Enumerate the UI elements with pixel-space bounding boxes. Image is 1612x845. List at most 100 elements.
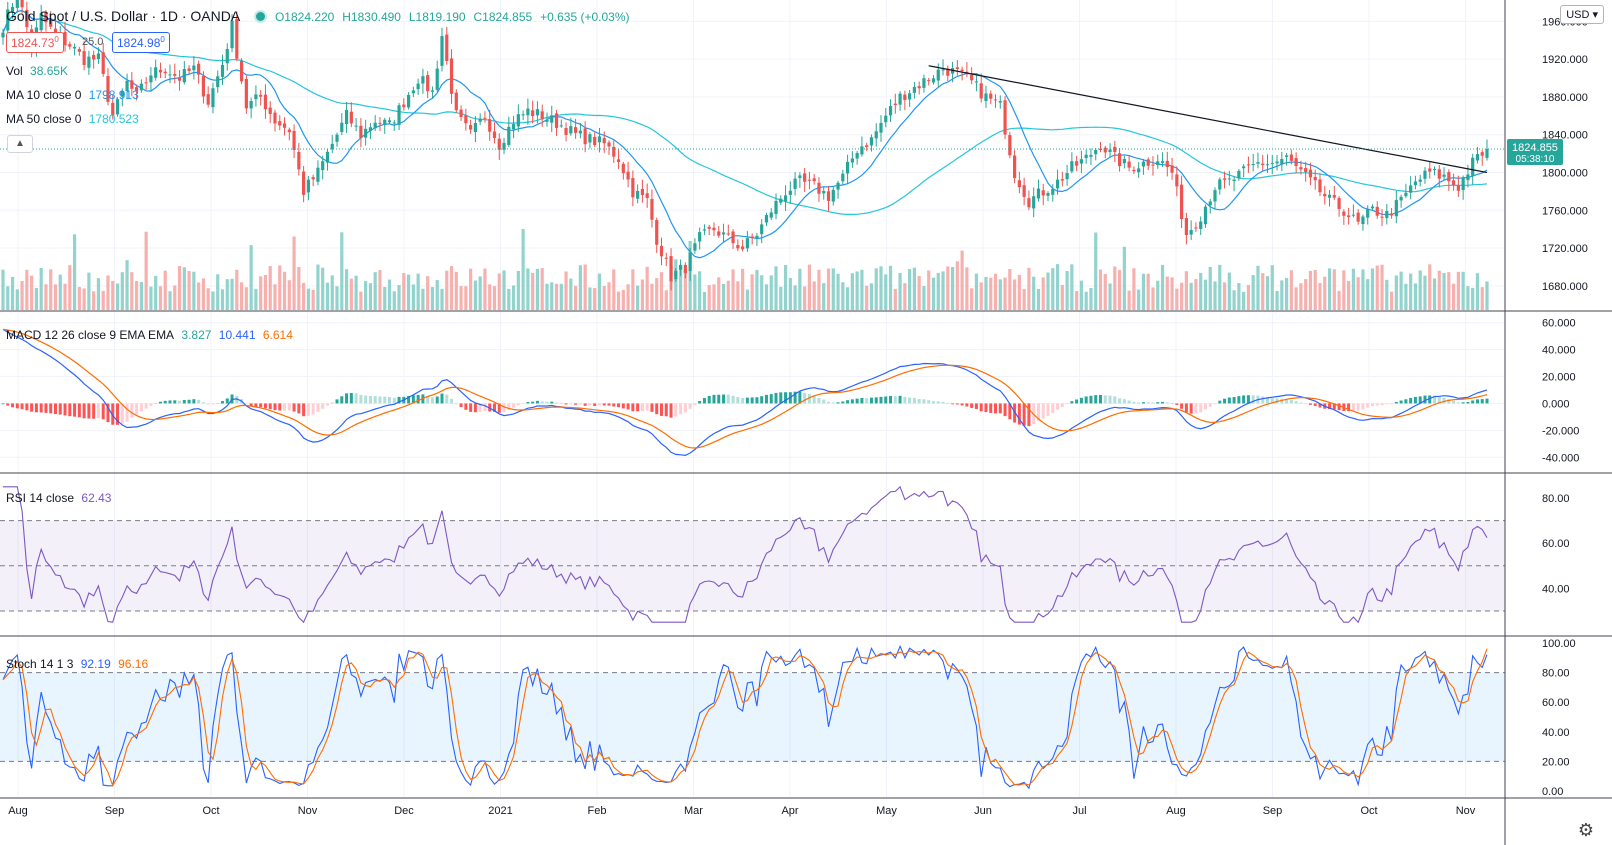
volume-bar: [554, 283, 559, 310]
volume-bar: [807, 264, 812, 310]
volume-bar: [511, 285, 516, 310]
macd-legend[interactable]: MACD 12 26 close 9 EMA EMA 3.827 10.441 …: [6, 328, 297, 342]
macd-histogram-bar: [1423, 395, 1427, 404]
volume-bar: [497, 273, 501, 310]
vol-legend[interactable]: Vol 38.65K: [6, 64, 72, 78]
candle-body: [927, 80, 931, 82]
macd-histogram-bar: [846, 400, 850, 404]
macd-histogram-bar: [1437, 396, 1441, 404]
volume-bar: [1046, 272, 1050, 310]
volume-bar: [678, 266, 683, 310]
macd-histogram-bar: [1351, 403, 1355, 411]
rsi-legend[interactable]: RSI 14 close 62.43: [6, 491, 115, 505]
rsi-line: [3, 485, 1488, 624]
candle-body: [626, 171, 630, 180]
last-price-value: 1824.855: [1512, 142, 1558, 154]
symbol-title[interactable]: Gold Spot / U.S. Dollar · 1D · OANDA: [6, 8, 241, 24]
candle-body: [774, 200, 778, 214]
volume-bar: [101, 290, 105, 310]
macd-histogram-bar: [540, 401, 544, 404]
candle-body: [72, 46, 77, 49]
ma10-legend[interactable]: MA 10 close 0 1798.913: [6, 88, 143, 102]
ask-sup: 0: [160, 35, 165, 44]
macd-histogram-bar: [349, 392, 353, 404]
macd-histogram-bar: [1027, 403, 1031, 427]
volume-bar: [626, 284, 630, 310]
volume-bar: [349, 278, 353, 310]
volume-bar: [545, 283, 549, 310]
macd-histogram-bar: [1313, 403, 1317, 406]
candle-body: [421, 76, 425, 84]
settings-gear-icon[interactable]: ⚙: [1577, 820, 1594, 840]
currency-select[interactable]: USD ▾: [1560, 5, 1604, 24]
macd-histogram-bar: [306, 403, 310, 416]
candle-body: [68, 44, 72, 47]
candle-body: [416, 83, 420, 90]
macd-histogram-bar: [1289, 399, 1293, 404]
candle-body: [970, 74, 974, 81]
volume-bar: [44, 284, 48, 310]
macd-histogram-bar: [15, 403, 19, 409]
volume-bar: [287, 280, 291, 310]
macd-histogram-bar: [1409, 397, 1413, 404]
macd-histogram-bar: [1308, 403, 1312, 405]
candle-body: [297, 151, 301, 170]
macd-histogram-bar: [359, 394, 363, 404]
macd-histogram-bar: [760, 396, 764, 404]
candle-body: [1113, 146, 1117, 153]
volume-bar: [1184, 271, 1188, 310]
ma50-legend[interactable]: MA 50 close 0 1780.523: [6, 112, 143, 126]
ask-button[interactable]: 1824.980: [112, 32, 170, 53]
collapse-legend-button[interactable]: ▲: [7, 135, 33, 153]
candle-body: [406, 94, 411, 108]
macd-histogram-bar: [597, 403, 601, 406]
candle-body: [602, 138, 606, 144]
macd-histogram-bar: [702, 398, 706, 404]
volume-bar: [1170, 277, 1174, 310]
volume-bar: [30, 275, 34, 310]
candle-body: [1308, 169, 1313, 178]
candle-body: [440, 36, 444, 66]
macd-histogram-bar: [1356, 403, 1360, 411]
volume-bar: [831, 268, 835, 310]
volume-bar: [192, 271, 196, 310]
candle-body: [311, 177, 315, 180]
volume-bar: [488, 284, 492, 310]
candle-body: [316, 167, 320, 182]
volume-bar: [440, 288, 444, 310]
macd-histogram-bar: [1337, 403, 1341, 411]
rsi-tick-label: 40.00: [1542, 583, 1570, 595]
time-axis-label: Oct: [1360, 805, 1377, 817]
macd-histogram-bar: [1251, 395, 1255, 404]
macd-histogram-bar: [1442, 397, 1446, 404]
volume-bar: [216, 274, 220, 310]
ohlc-change: +0.635 (+0.03%): [540, 10, 630, 24]
candle-body: [292, 130, 296, 151]
macd-histogram-bar: [507, 403, 511, 410]
candle-body: [554, 113, 559, 128]
volume-bar: [39, 267, 43, 310]
candle-body: [621, 163, 625, 174]
bid-button[interactable]: 1824.730: [6, 32, 64, 53]
macd-histogram-bar: [1127, 400, 1131, 404]
macd-histogram-bar: [512, 403, 516, 408]
volume-bar: [302, 282, 306, 310]
stoch-legend[interactable]: Stoch 14 1 3 92.19 96.16: [6, 657, 152, 671]
volume-bar: [1461, 271, 1465, 310]
volume-bar: [888, 265, 893, 310]
candle-body: [1475, 154, 1480, 161]
volume-bar: [912, 267, 916, 310]
macd-histogram-bar: [378, 396, 382, 404]
volume-bar: [306, 288, 310, 310]
volume-bar: [1337, 290, 1341, 310]
candle-body: [559, 125, 563, 127]
candle-body: [49, 20, 53, 27]
volume-bar: [970, 288, 974, 310]
candle-body: [1132, 169, 1136, 172]
macd-histogram-bar: [869, 397, 873, 404]
volume-bar: [607, 282, 611, 310]
macd-histogram-bar: [555, 402, 559, 404]
rsi-value: 62.43: [81, 491, 112, 505]
volume-bar: [1194, 279, 1198, 310]
